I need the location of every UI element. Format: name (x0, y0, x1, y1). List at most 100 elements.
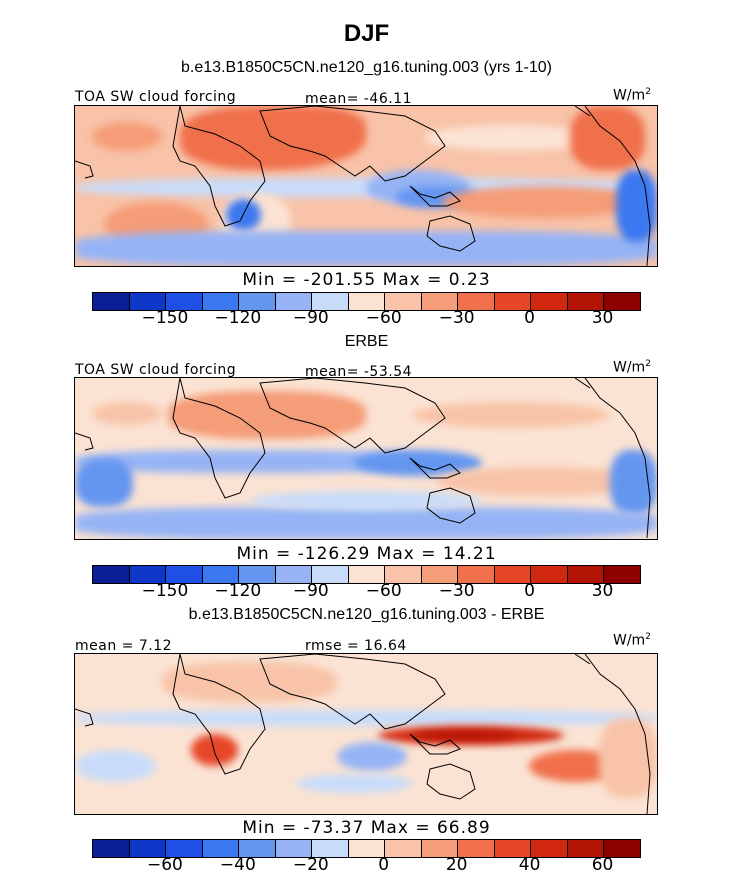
colorbar-tick-label: 30 (591, 308, 614, 328)
colorbar-swatch (421, 293, 459, 310)
colorbar-swatch (458, 293, 495, 310)
coastlines (75, 654, 651, 814)
coastline (409, 733, 461, 755)
colorbar-swatch (385, 293, 422, 310)
colorbar-swatch (604, 293, 640, 310)
panel-2-map (74, 377, 658, 540)
panel-2-colorbar-ticks: −150 −120 −90 −60 −30 0 30 (92, 581, 639, 603)
coastline (409, 185, 461, 207)
panel-2-mean: mean= -53.54 (305, 364, 413, 380)
colorbar-tick-label: −40 (219, 855, 256, 875)
field-blob (75, 450, 425, 473)
colorbar-swatch (166, 566, 203, 583)
panel-2-units: W/m2 (613, 359, 651, 376)
colorbar-swatch (604, 566, 640, 583)
field-blob (179, 106, 366, 170)
colorbar-tick-label: −60 (365, 308, 402, 328)
colorbar-swatch (202, 293, 240, 310)
field-blob (75, 506, 657, 539)
figure-title: DJF (343, 20, 390, 47)
colorbar-swatch (385, 566, 422, 583)
field-blob (412, 730, 518, 741)
panel-3-title: b.e13.B1850C5CN.ne120_g16.tuning.003 - E… (188, 606, 545, 623)
colorbar-swatch (494, 840, 532, 857)
colorbar-swatch (129, 293, 167, 310)
colorbar-tick-label: −150 (141, 308, 189, 328)
panel-3-colorbar (92, 839, 641, 858)
colorbar-tick-label: −90 (292, 581, 329, 601)
colorbar-swatch (202, 840, 240, 857)
field-blob (598, 718, 657, 798)
colorbar-tick-label: −150 (141, 581, 189, 601)
field-blob (249, 490, 483, 510)
field-blob (75, 230, 657, 266)
panel-2-variable-label: TOA SW cloud forcing (75, 362, 237, 378)
colorbar-tick-label: −30 (438, 581, 475, 601)
coastline (259, 654, 446, 730)
field-blob (191, 734, 238, 766)
field-blob (336, 742, 407, 771)
colorbar-swatch (239, 566, 276, 583)
colorbar-swatch (385, 840, 422, 857)
panel-2-title: ERBE (344, 333, 389, 350)
colorbar-tick-label: −120 (214, 581, 262, 601)
coastline (75, 432, 94, 451)
colorbar-swatch (531, 293, 568, 310)
coastline (75, 160, 94, 179)
colorbar-swatch (567, 293, 605, 310)
colorbar-tick-label: 30 (591, 581, 614, 601)
colorbar-swatch (348, 840, 386, 857)
coastline (75, 708, 94, 727)
coastline (259, 378, 446, 454)
panel-3-colorbar-ticks: −60 −40 −20 0 20 40 60 (92, 855, 639, 877)
coastlines (75, 106, 651, 266)
colorbar-swatch (421, 840, 459, 857)
colorbar-swatch (93, 293, 130, 310)
panel-3-rmse: rmse = 16.64 (305, 638, 407, 654)
colorbar-swatch (202, 566, 240, 583)
panel-3-mean: mean = 7.12 (75, 638, 173, 654)
colorbar-tick-label: 40 (518, 855, 541, 875)
colorbar-swatch (275, 293, 313, 310)
field-blob (412, 402, 611, 428)
colorbar-swatch (312, 840, 349, 857)
colorbar-swatch (239, 840, 276, 857)
colorbar-swatch (531, 566, 568, 583)
colorbar-swatch (458, 840, 495, 857)
coastline (574, 106, 651, 266)
colorbar-swatch (93, 566, 130, 583)
colorbar-swatch (275, 840, 313, 857)
colorbar-swatch (494, 293, 532, 310)
colorbar-tick-label: 0 (524, 581, 536, 601)
field-blob (569, 106, 646, 170)
field-blob (75, 710, 657, 726)
colorbar-swatch (348, 566, 386, 583)
panel-3-units: W/m2 (613, 632, 651, 649)
field-blob (168, 390, 366, 440)
field-blob (92, 402, 163, 425)
field-blob (424, 125, 599, 151)
colorbar-tick-label: −120 (214, 308, 262, 328)
coastline (426, 763, 476, 800)
panel-1-mean: mean= -46.11 (305, 91, 413, 107)
panel-3-minmax: Min = -73.37 Max = 66.89 (242, 818, 491, 838)
panel-1-variable-label: TOA SW cloud forcing (75, 89, 237, 105)
colorbar-swatch (567, 840, 605, 857)
colorbar-swatch (312, 293, 349, 310)
colorbar-swatch (567, 566, 605, 583)
colorbar-tick-label: 0 (524, 308, 536, 328)
colorbar-swatch (604, 840, 640, 857)
colorbar-swatch (166, 293, 203, 310)
field-blob (92, 122, 163, 151)
coastlines (75, 378, 651, 538)
colorbar-swatch (275, 566, 313, 583)
colorbar-tick-label: 60 (591, 855, 614, 875)
panel-3-map (74, 653, 658, 815)
panel-2-colorbar (92, 565, 641, 584)
field-blob (75, 750, 157, 782)
field-blob (296, 774, 413, 794)
colorbar-tick-label: −90 (292, 308, 329, 328)
coastline (426, 215, 476, 252)
field-blob (75, 458, 134, 507)
colorbar-swatch (348, 293, 386, 310)
